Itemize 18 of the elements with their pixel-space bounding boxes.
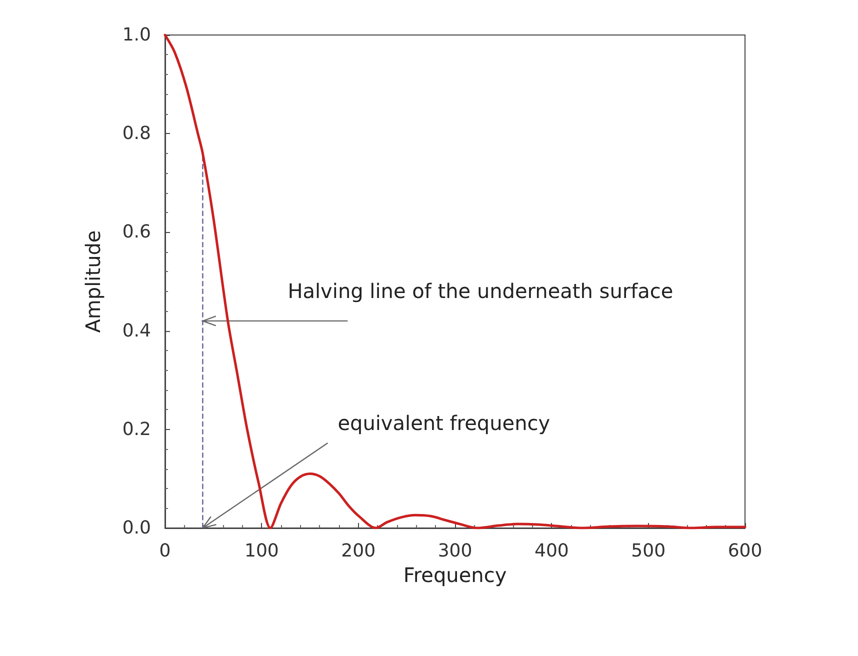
x-tick-label: 0 [159, 540, 171, 562]
annotation: equivalent frequency [338, 411, 550, 435]
y-axis-title: Amplitude [81, 230, 105, 333]
x-tick-label: 600 [728, 540, 762, 562]
y-tick-label: 1.0 [122, 24, 151, 46]
x-tick-label: 500 [631, 540, 666, 562]
y-tick-label: 0.8 [122, 123, 151, 144]
x-tick-label: 400 [534, 540, 569, 562]
annotation: Halving line of the underneath surface [288, 278, 674, 303]
y-tick-label: 0.6 [122, 222, 151, 243]
y-tick-label: 0.4 [122, 320, 151, 342]
x-tick-label: 200 [341, 540, 376, 562]
x-axis-title: Frequency [403, 562, 507, 587]
y-tick-label: 0.0 [122, 518, 151, 538]
line-series [164, 34, 746, 530]
x-tick-label: 300 [438, 540, 472, 562]
x-tick-label: 100 [244, 540, 279, 562]
y-tick-label: 0.2 [122, 418, 151, 440]
